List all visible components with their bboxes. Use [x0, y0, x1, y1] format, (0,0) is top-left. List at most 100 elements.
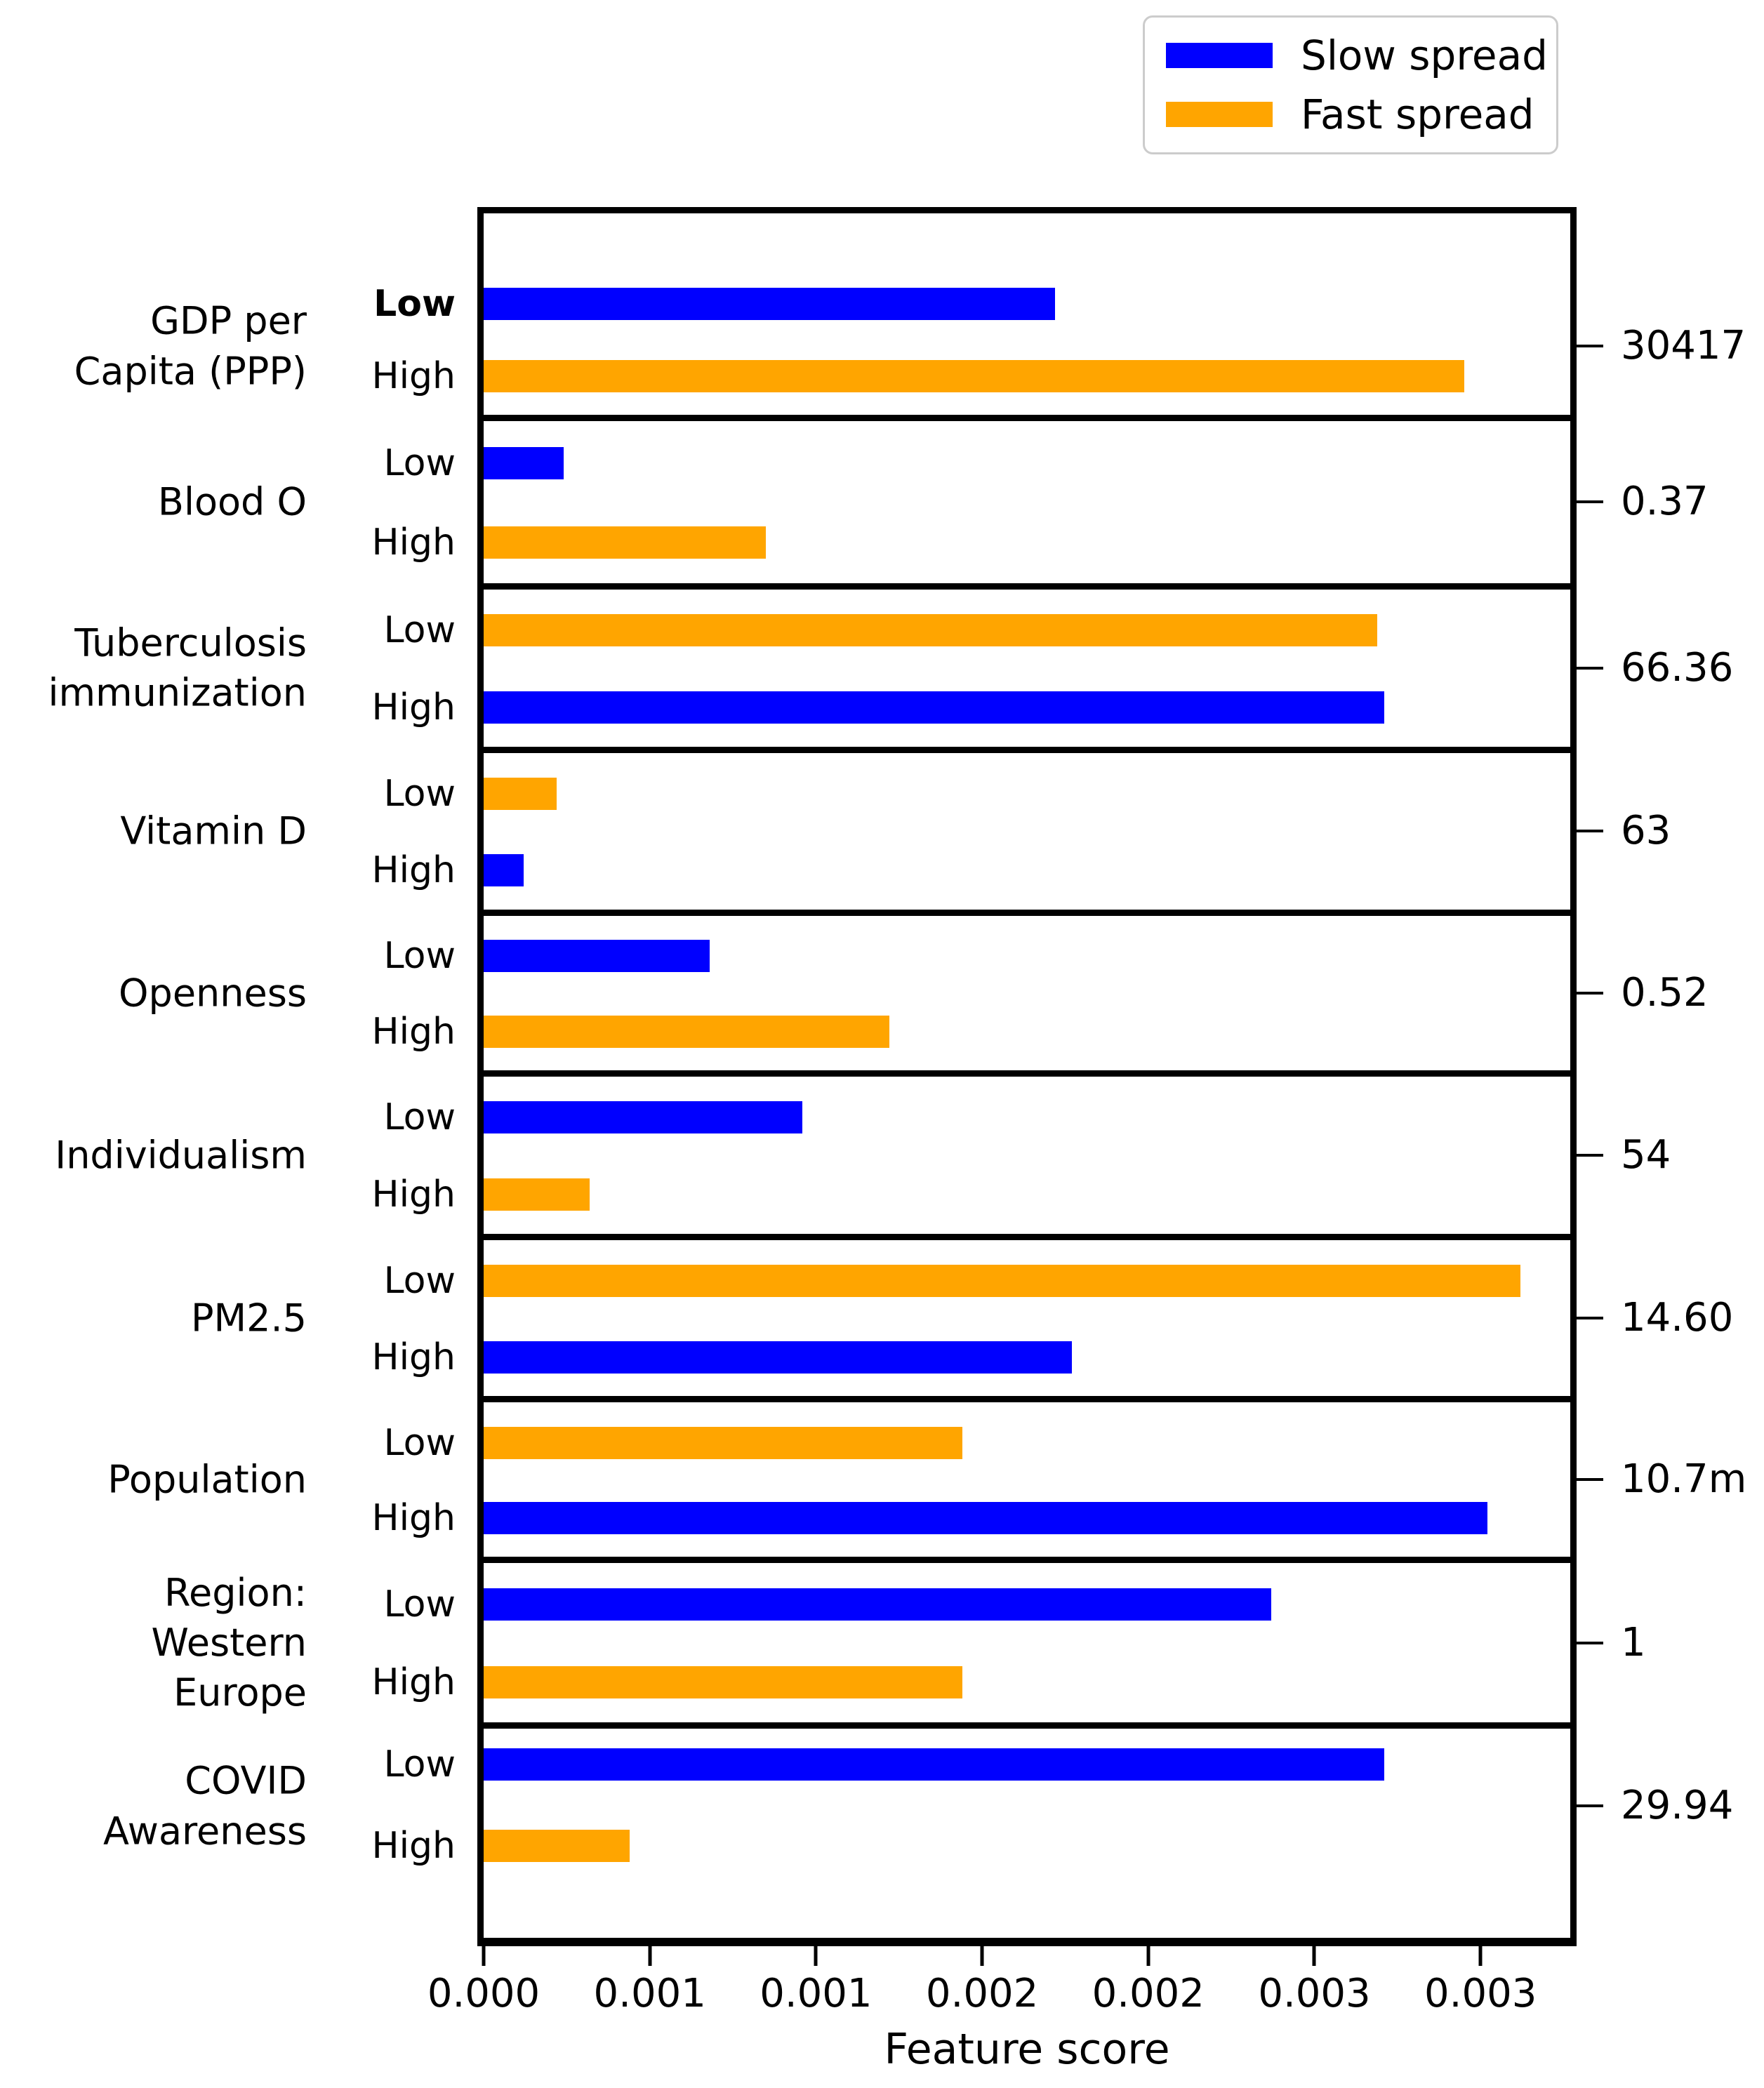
low-tick-label: Low — [383, 1259, 456, 1302]
bar-high-fast — [484, 360, 1464, 393]
bar-high-slow — [484, 1341, 1072, 1374]
feature-label: GDP per Capita (PPP) — [74, 298, 307, 394]
feature-panel: Region: Western Europe Low High 1 — [152, 1563, 1646, 1729]
legend-entry: Fast spread — [1166, 94, 1535, 135]
feature-label: Vitamin D — [120, 809, 307, 853]
feature-panel: Openness Low High 0.52 — [119, 916, 1709, 1077]
right-axis-tick — [1577, 500, 1603, 504]
bar-low-fast — [484, 614, 1378, 647]
right-axis-tick — [1577, 667, 1603, 670]
bar-high-slow — [484, 854, 524, 887]
right-axis-tick — [1577, 991, 1603, 995]
low-tick-label: Low — [383, 773, 456, 816]
high-tick-label: High — [371, 1173, 456, 1216]
right-axis-tick — [1577, 1153, 1603, 1157]
low-tick-label: Low — [373, 283, 456, 326]
feature-panel: Vitamin D Low High 63 — [120, 753, 1671, 916]
right-value-label: 63 — [1621, 808, 1671, 854]
feature-label: Region: Western Europe — [151, 1570, 307, 1715]
low-tick-label: Low — [383, 1743, 456, 1786]
feature-panel: COVID Awareness Low High 29.94 — [103, 1729, 1733, 1938]
x-tick-label: 0.001 — [593, 1971, 706, 2016]
feature-label: Population — [107, 1457, 307, 1502]
low-tick-label: Low — [383, 1583, 456, 1626]
legend-entry: Slow spread — [1166, 35, 1548, 76]
bar-high-fast — [484, 1666, 962, 1699]
feature-panel: Individualism Low High 54 — [55, 1077, 1671, 1241]
right-axis-tick — [1577, 345, 1603, 348]
right-value-label: 66.36 — [1621, 645, 1734, 691]
right-axis-tick — [1577, 1478, 1603, 1482]
legend-label: Slow spread — [1301, 32, 1548, 79]
x-tick-label: 0.003 — [1424, 1971, 1537, 2016]
bar-low-slow — [484, 1588, 1271, 1621]
right-value-label: 30417 — [1621, 323, 1746, 369]
x-axis-tick — [648, 1938, 652, 1966]
bar-high-fast — [484, 1015, 889, 1048]
right-value-label: 0.37 — [1621, 479, 1709, 525]
feature-label: Openness — [119, 971, 307, 1016]
bar-low-slow — [484, 1748, 1384, 1781]
feature-label: Tuberculosis immunization — [48, 620, 307, 716]
legend: Slow spread Fast spread — [1143, 15, 1558, 154]
right-value-label: 54 — [1621, 1131, 1671, 1178]
bar-low-slow — [484, 446, 564, 479]
right-axis-tick — [1577, 1317, 1603, 1320]
bar-low-slow — [484, 288, 1056, 321]
high-tick-label: High — [371, 1497, 456, 1540]
x-tick-label: 0.000 — [427, 1971, 541, 2016]
x-axis-tick — [482, 1938, 486, 1966]
legend-swatch-icon — [1166, 43, 1273, 68]
feature-label: COVID Awareness — [103, 1759, 307, 1854]
high-tick-label: High — [371, 1661, 456, 1704]
bar-low-slow — [484, 939, 710, 972]
x-tick-label: 0.001 — [760, 1971, 873, 2016]
bar-high-fast — [484, 526, 767, 559]
bar-low-fast — [484, 1264, 1520, 1297]
x-tick-label: 0.002 — [1092, 1971, 1205, 2016]
low-tick-label: Low — [383, 934, 456, 977]
feature-panel: Population Low High 10.7m — [107, 1402, 1746, 1564]
high-tick-label: High — [371, 521, 456, 564]
bar-high-fast — [484, 1829, 630, 1862]
feature-panel: Blood O Low High 0.37 — [158, 421, 1709, 590]
low-tick-label: Low — [383, 441, 456, 484]
bar-high-fast — [484, 1178, 590, 1211]
legend-label: Fast spread — [1301, 91, 1534, 138]
feature-panel: Tuberculosis immunization Low High 66.36 — [48, 590, 1733, 754]
right-value-label: 10.7m — [1621, 1456, 1747, 1503]
x-axis-tick — [1312, 1938, 1316, 1966]
x-tick-label: 0.003 — [1258, 1971, 1371, 2016]
right-value-label: 0.52 — [1621, 969, 1709, 1016]
high-tick-label: High — [371, 1824, 456, 1867]
right-axis-tick — [1577, 1641, 1603, 1644]
x-tick-label: 0.002 — [925, 1971, 1039, 2016]
right-value-label: 29.94 — [1621, 1783, 1734, 1829]
high-tick-label: High — [371, 355, 456, 398]
high-tick-label: High — [371, 1010, 456, 1053]
bar-low-slow — [484, 1101, 803, 1134]
x-axis-tick — [980, 1938, 984, 1966]
x-axis-tick — [1478, 1938, 1483, 1966]
right-value-label: 14.60 — [1621, 1295, 1734, 1341]
x-axis-tick — [1146, 1938, 1150, 1966]
bar-low-fast — [484, 778, 557, 811]
feature-panel: GDP per Capita (PPP) Low High 30417 — [74, 213, 1746, 421]
bar-high-slow — [484, 1502, 1487, 1535]
high-tick-label: High — [371, 849, 456, 892]
bar-low-fast — [484, 1426, 962, 1459]
feature-label: PM2.5 — [190, 1296, 307, 1341]
high-tick-label: High — [371, 686, 456, 729]
bar-high-slow — [484, 691, 1384, 724]
x-axis-tick — [814, 1938, 818, 1966]
plot-area: GDP per Capita (PPP) Low High 30417 Blood O Lo… — [48, 207, 1746, 1946]
legend-swatch-icon — [1166, 102, 1273, 127]
right-value-label: 1 — [1621, 1619, 1646, 1665]
right-axis-tick — [1577, 1804, 1603, 1808]
high-tick-label: High — [371, 1336, 456, 1378]
low-tick-label: Low — [383, 1096, 456, 1139]
feature-panel: PM2.5 Low High 14.60 — [191, 1240, 1733, 1403]
right-axis-tick — [1577, 830, 1603, 833]
x-axis-label: Feature score — [884, 2025, 1170, 2074]
feature-label: Blood O — [157, 479, 307, 524]
